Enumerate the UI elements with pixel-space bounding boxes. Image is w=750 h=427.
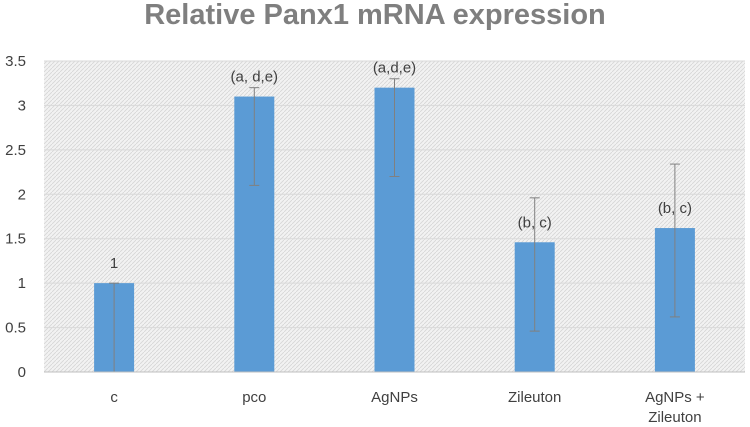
y-tick-label: 1	[18, 275, 26, 292]
data-label: 1	[110, 255, 118, 272]
y-tick-label: 2.5	[5, 142, 26, 159]
y-axis: 0 0.5 1 1.5 2 2.5 3 3.5	[5, 53, 26, 381]
x-category-label: c	[110, 389, 118, 406]
x-category-label: AgNPs	[371, 389, 418, 406]
x-axis: c pco AgNPs Zileuton AgNPs + Zileuton	[44, 371, 745, 426]
data-labels: 1 (a, d,e) (a,d,e) (b, c) (b, c)	[110, 60, 692, 272]
data-label: (a, d,e)	[231, 69, 279, 86]
x-category-label: pco	[242, 389, 266, 406]
x-category-label: AgNPs +	[645, 389, 705, 406]
y-tick-label: 3.5	[5, 53, 26, 70]
data-label: (b, c)	[518, 214, 552, 231]
data-label: (b, c)	[658, 200, 692, 217]
x-category-label: Zileuton	[508, 389, 561, 406]
y-tick-label: 0	[18, 364, 26, 381]
x-category-label: Zileuton	[648, 409, 701, 426]
y-tick-label: 2	[18, 186, 26, 203]
data-label: (a,d,e)	[373, 60, 416, 77]
y-tick-label: 3	[18, 97, 26, 114]
y-tick-label: 0.5	[5, 320, 26, 337]
y-tick-label: 1.5	[5, 231, 26, 248]
chart-title: Relative Panx1 mRNA expression	[144, 0, 606, 31]
